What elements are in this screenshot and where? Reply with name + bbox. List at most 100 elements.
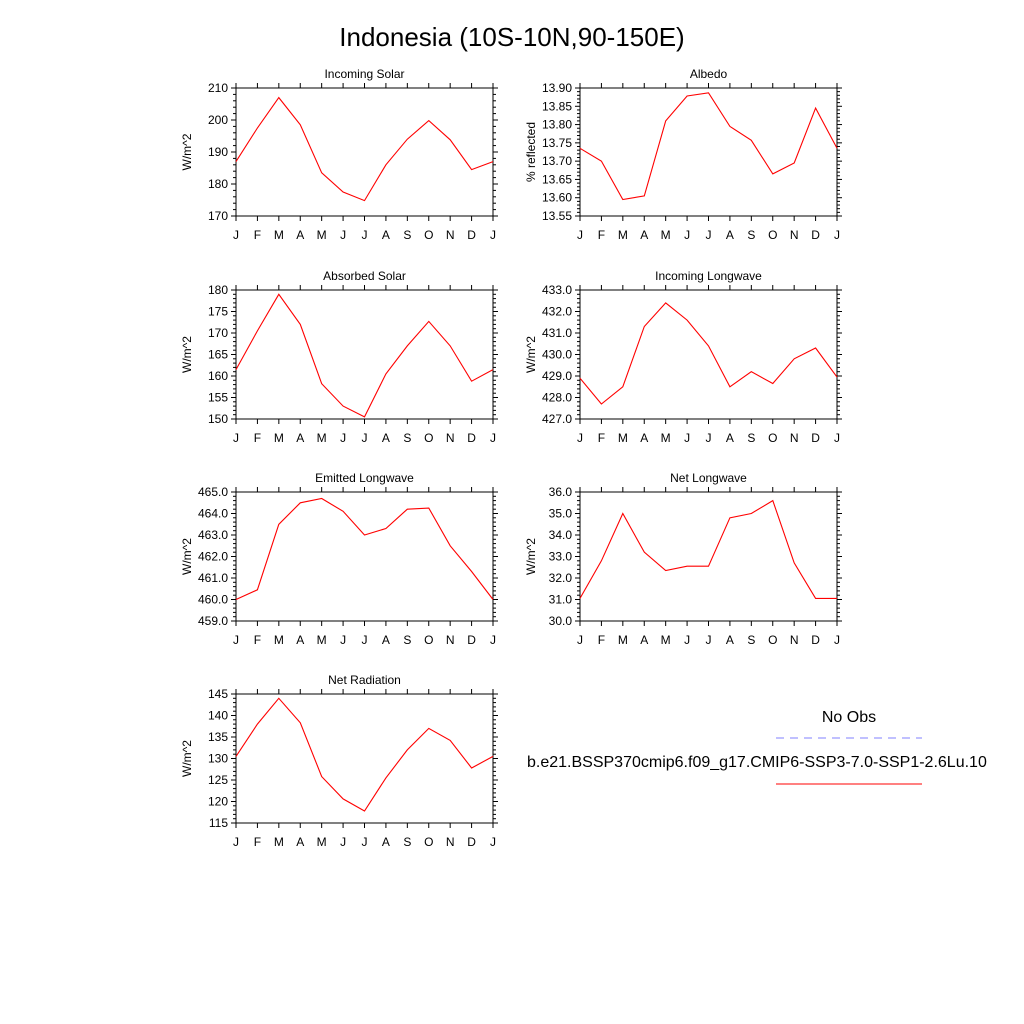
x-tick-label: A (726, 228, 734, 242)
y-axis-label: % reflected (524, 122, 538, 182)
y-axis-label: W/m^2 (180, 538, 194, 575)
chart-panel-6: Net Longwave W/m^2 30.0 31.0 32.0 33.0 34.0 35.… (524, 471, 842, 647)
x-tick-label: N (790, 633, 799, 647)
series-line (235, 697, 494, 812)
x-tick-label: N (446, 633, 455, 647)
x-tick-label: O (424, 228, 433, 242)
x-tick-label: A (296, 228, 304, 242)
x-tick-label: S (403, 228, 411, 242)
x-tick-label: A (726, 633, 734, 647)
y-tick-label: 430.0 (542, 348, 572, 362)
x-tick-label: M (661, 228, 671, 242)
y-tick-label: 13.90 (542, 81, 572, 95)
x-tick-label: D (811, 633, 820, 647)
legend-obs-label: No Obs (822, 709, 876, 726)
series-line (579, 302, 838, 405)
x-tick-label: J (684, 228, 690, 242)
series-line (579, 499, 837, 599)
x-tick-label: S (747, 431, 755, 445)
y-tick-label: 429.0 (542, 369, 572, 383)
y-tick-label: 120 (208, 795, 228, 809)
series-line (579, 92, 838, 201)
x-tick-label: A (296, 633, 304, 647)
x-tick-label: J (490, 835, 496, 849)
x-tick-label: M (317, 835, 327, 849)
x-tick-label: J (684, 633, 690, 647)
y-tick-label: 464.0 (198, 507, 228, 521)
x-tick-label: F (254, 431, 261, 445)
x-tick-label: O (768, 228, 777, 242)
x-tick-label: D (811, 431, 820, 445)
x-tick-label: F (598, 633, 605, 647)
y-axis-label: W/m^2 (524, 538, 538, 575)
x-tick-label: F (254, 633, 261, 647)
x-tick-label: M (274, 228, 284, 242)
x-tick-label: A (296, 431, 304, 445)
y-tick-label: 428.0 (542, 391, 572, 405)
x-tick-label: D (467, 228, 476, 242)
x-tick-label: M (618, 431, 628, 445)
y-tick-label: 145 (208, 687, 228, 701)
y-tick-label: 155 (208, 391, 228, 405)
y-tick-label: 461.0 (198, 571, 228, 585)
page-title: Indonesia (10S-10N,90-150E) (339, 22, 684, 52)
x-tick-label: O (768, 633, 777, 647)
y-tick-label: 432.0 (542, 305, 572, 319)
chart-panel-2: Albedo % reflected 13.55 13.60 13.65 13.70 13.… (524, 67, 842, 242)
x-tick-label: A (640, 633, 648, 647)
x-tick-label: J (834, 431, 840, 445)
y-tick-label: 115 (209, 816, 228, 830)
x-tick-label: A (382, 431, 390, 445)
x-tick-label: J (490, 431, 496, 445)
x-tick-label: A (382, 228, 390, 242)
x-tick-label: A (640, 431, 648, 445)
y-tick-label: 13.65 (542, 172, 572, 186)
x-tick-label: D (467, 633, 476, 647)
x-tick-label: A (296, 835, 304, 849)
y-axis-label: W/m^2 (180, 740, 194, 777)
x-tick-label: M (274, 431, 284, 445)
y-tick-label: 175 (208, 305, 228, 319)
x-tick-label: M (661, 431, 671, 445)
plot-frame (235, 491, 494, 622)
chart-panel-7: Net Radiation W/m^2 115 120 125 130 135 140 145 J… (180, 673, 498, 849)
x-tick-label: J (233, 633, 239, 647)
y-tick-label: 165 (208, 348, 228, 362)
x-tick-label: J (362, 835, 368, 849)
x-tick-label: M (274, 835, 284, 849)
y-tick-label: 190 (208, 145, 228, 159)
series-line (235, 96, 494, 202)
y-tick-label: 34.0 (549, 528, 573, 542)
chart-panel-4: Incoming Longwave W/m^2 427.0 428.0 429.0 430… (524, 269, 842, 445)
x-tick-label: O (424, 431, 433, 445)
x-tick-label: N (790, 228, 799, 242)
panel-title: Absorbed Solar (323, 269, 406, 283)
x-tick-label: O (768, 431, 777, 445)
x-tick-label: D (467, 835, 476, 849)
plot-frame (235, 87, 494, 217)
x-tick-label: S (747, 633, 755, 647)
x-tick-label: D (811, 228, 820, 242)
x-tick-label: J (577, 633, 583, 647)
x-tick-label: J (233, 431, 239, 445)
panel-title: Emitted Longwave (315, 471, 414, 485)
x-tick-label: J (340, 835, 346, 849)
x-tick-label: J (233, 228, 239, 242)
x-tick-label: F (598, 228, 605, 242)
x-tick-label: O (424, 835, 433, 849)
x-tick-label: J (340, 431, 346, 445)
y-tick-label: 36.0 (549, 485, 573, 499)
x-tick-label: J (340, 633, 346, 647)
y-tick-label: 13.75 (542, 136, 572, 150)
x-tick-label: J (490, 228, 496, 242)
x-tick-label: N (446, 431, 455, 445)
x-tick-label: A (382, 835, 390, 849)
y-axis-label: W/m^2 (180, 336, 194, 373)
y-tick-label: 170 (208, 326, 228, 340)
y-tick-label: 33.0 (549, 550, 573, 564)
x-tick-label: S (403, 633, 411, 647)
plot-frame (235, 289, 494, 420)
y-tick-label: 433.0 (542, 283, 572, 297)
